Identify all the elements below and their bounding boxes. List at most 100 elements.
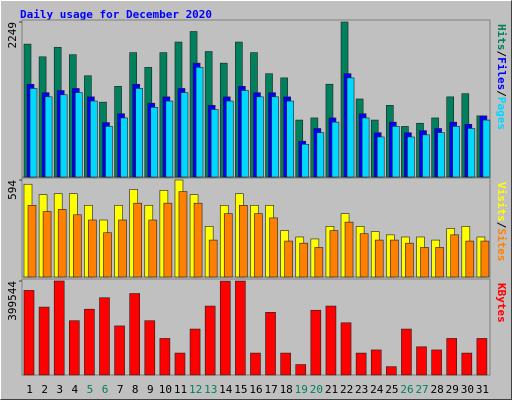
bar (476, 338, 488, 376)
x-tick-label: 11 (174, 383, 187, 396)
x-tick-label: 26 (400, 383, 413, 396)
bar (420, 247, 429, 278)
bar (374, 239, 384, 278)
x-tick-label: 20 (310, 383, 323, 396)
x-tick-label: 31 (476, 383, 489, 396)
x-tick-label: 1 (26, 383, 33, 396)
x-tick-label: 25 (385, 383, 398, 396)
bar (359, 233, 369, 278)
bar (129, 293, 140, 376)
bar (331, 121, 340, 178)
bar (340, 322, 352, 376)
bar (355, 352, 367, 376)
bar (208, 239, 218, 278)
bar (163, 202, 173, 278)
bar (120, 117, 128, 178)
bar (280, 352, 291, 376)
bar (405, 242, 414, 278)
legend-entry: Files (495, 57, 508, 90)
x-tick-label: 8 (132, 383, 139, 396)
x-tick-label: 3 (56, 383, 63, 396)
bar (159, 338, 171, 376)
bar (53, 280, 65, 376)
bar (316, 132, 325, 178)
bar (118, 219, 127, 278)
bar (295, 364, 307, 376)
legend: Hits/Files/Pages (495, 24, 508, 130)
bar (144, 320, 156, 376)
bar (286, 100, 294, 178)
x-tick-label: 16 (249, 383, 262, 396)
bar (422, 134, 430, 178)
legend-separator: / (495, 222, 508, 229)
x-tick-label: 5 (87, 383, 94, 396)
bar (401, 328, 412, 376)
x-tick-label: 17 (264, 383, 277, 396)
bar (325, 305, 337, 376)
chart-title: Daily usage for December 2020 (20, 8, 212, 21)
bar (219, 280, 231, 376)
bar (480, 240, 490, 278)
legend: KBytes (495, 283, 508, 323)
x-tick-label: 21 (325, 383, 338, 396)
legend-entry: Hits (495, 24, 508, 51)
bar (241, 90, 249, 178)
bar (42, 211, 52, 278)
bar (344, 221, 354, 278)
x-tick-label: 29 (446, 383, 459, 396)
x-tick-label: 10 (159, 383, 172, 396)
bar (204, 305, 216, 376)
bar (256, 96, 264, 178)
bar (193, 202, 203, 278)
x-tick-label: 14 (219, 383, 233, 396)
bar (346, 77, 355, 178)
x-tick-label: 19 (295, 383, 308, 396)
legend: Visits/Sites (495, 182, 508, 262)
x-tick-label: 12 (189, 383, 202, 396)
bar (225, 100, 234, 178)
x-tick-label: 24 (370, 383, 384, 396)
x-tick-label: 28 (431, 383, 444, 396)
bar (133, 202, 142, 278)
bar (174, 352, 186, 376)
bar (150, 107, 159, 178)
x-tick-label: 7 (117, 383, 124, 396)
bar (223, 213, 233, 278)
bar (376, 136, 385, 178)
bar (461, 352, 473, 376)
bar (180, 92, 189, 178)
x-tick-label: 27 (415, 383, 428, 396)
legend-entry: Pages (495, 97, 508, 130)
bar (301, 144, 310, 178)
bar (390, 239, 399, 278)
x-tick-label: 23 (355, 383, 368, 396)
bar (38, 306, 50, 376)
bar (465, 240, 475, 278)
bar (57, 209, 67, 278)
bar (114, 325, 125, 376)
bar (148, 219, 158, 278)
bar (105, 126, 113, 178)
bar (416, 346, 427, 376)
legend-separator: / (495, 51, 508, 58)
y-tick-label: 594 (6, 180, 19, 200)
bar (370, 349, 382, 376)
bar (265, 312, 276, 376)
bar (90, 100, 98, 178)
legend-entry: Visits (495, 182, 508, 222)
bar (178, 191, 188, 278)
bar (72, 214, 82, 278)
bar (431, 349, 442, 376)
bar (271, 96, 279, 178)
bar (165, 100, 174, 178)
bar (452, 126, 461, 178)
bar (103, 232, 112, 278)
bar (84, 308, 95, 376)
x-tick-label: 22 (340, 383, 353, 396)
bar (467, 128, 476, 178)
bar (284, 240, 293, 278)
x-tick-label: 4 (72, 383, 79, 396)
bar (269, 217, 278, 278)
